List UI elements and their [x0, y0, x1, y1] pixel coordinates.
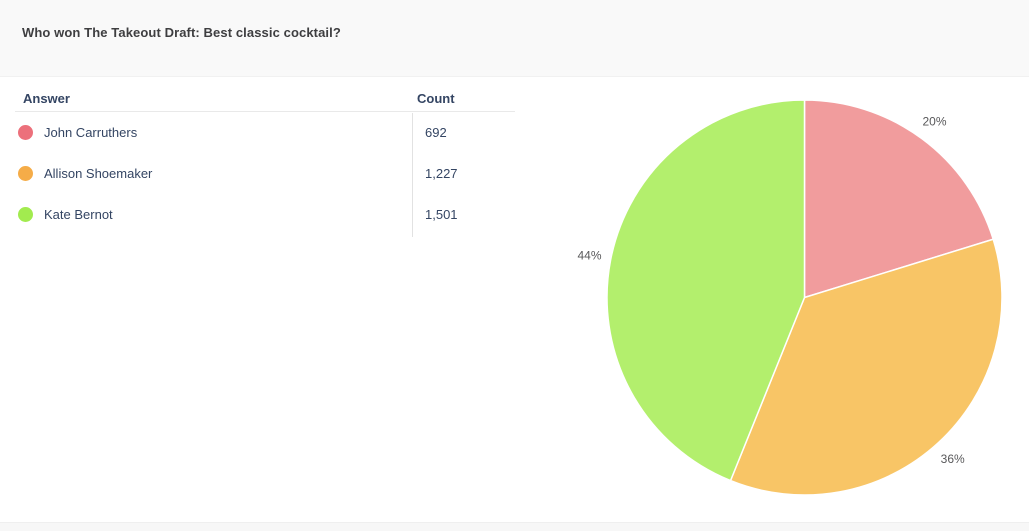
- table-row: John Carruthers 692: [15, 112, 515, 153]
- count-cell: 692: [412, 112, 515, 153]
- results-table: Answer Count John Carruthers 692 Allison…: [15, 86, 515, 237]
- answer-cell: Kate Bernot: [15, 207, 412, 222]
- pie-percent-label-2: 44%: [577, 249, 601, 263]
- pie-slice-2: [606, 99, 806, 482]
- poll-header: Who won The Takeout Draft: Best classic …: [0, 0, 1029, 77]
- count-cell: 1,227: [412, 153, 515, 194]
- pie-slice-1: [729, 238, 1003, 496]
- count-value: 692: [425, 125, 447, 140]
- count-cell: 1,501: [412, 194, 515, 235]
- pie-slice-0: [803, 99, 994, 299]
- table-row: Kate Bernot 1,501: [15, 194, 515, 235]
- column-header-count: Count: [417, 91, 455, 106]
- pie-percent-label-1: 36%: [941, 452, 965, 466]
- column-header-answer: Answer: [23, 91, 70, 106]
- pie-percent-label-0: 20%: [922, 114, 946, 128]
- answer-cell: Allison Shoemaker: [15, 166, 412, 181]
- legend-dot-icon: [18, 166, 33, 181]
- table-row: Allison Shoemaker 1,227: [15, 153, 515, 194]
- answer-label: Kate Bernot: [44, 207, 113, 222]
- count-value: 1,501: [425, 207, 458, 222]
- column-divider: [412, 113, 413, 237]
- answer-cell: John Carruthers: [15, 125, 412, 140]
- answer-label: Allison Shoemaker: [44, 166, 153, 181]
- legend-dot-icon: [18, 207, 33, 222]
- legend-dot-icon: [18, 125, 33, 140]
- table-header-row: Answer Count: [15, 86, 515, 112]
- bottom-divider: [0, 522, 1029, 531]
- poll-question-title: Who won The Takeout Draft: Best classic …: [22, 25, 341, 40]
- count-value: 1,227: [425, 166, 458, 181]
- answer-label: John Carruthers: [44, 125, 138, 140]
